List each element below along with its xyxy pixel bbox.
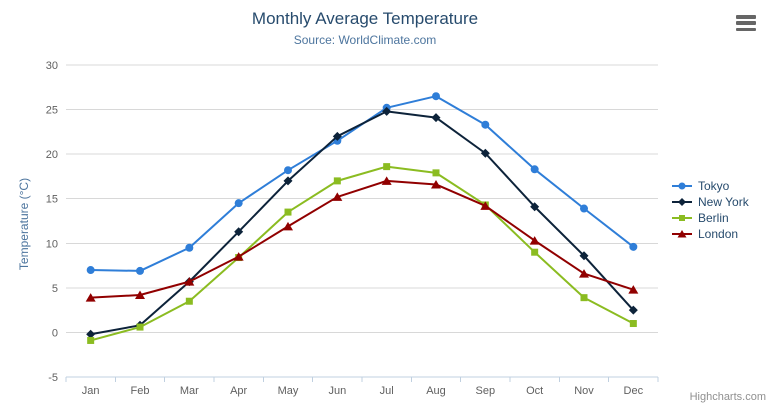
data-point-london-jun[interactable] <box>332 192 343 201</box>
chart-title: Monthly Average Temperature <box>251 9 479 28</box>
legend-square-icon <box>672 215 692 221</box>
legend-circle-icon <box>672 182 692 190</box>
x-axis-label: Nov <box>574 385 594 397</box>
data-point-london-oct[interactable] <box>529 236 540 245</box>
data-point-new-york-jul[interactable] <box>382 106 392 116</box>
legend-diamond-icon <box>672 198 692 206</box>
y-axis-label: 30 <box>46 60 58 72</box>
data-point-new-york-aug[interactable] <box>431 113 441 123</box>
data-point-berlin-may[interactable] <box>284 208 292 216</box>
x-axis-label: Jun <box>328 385 346 397</box>
data-point-tokyo-apr[interactable] <box>234 199 243 208</box>
data-point-london-nov[interactable] <box>579 269 589 278</box>
data-point-london-mar[interactable] <box>184 277 195 286</box>
series-line-new-york <box>89 110 635 336</box>
data-point-tokyo-sep[interactable] <box>481 120 490 129</box>
data-point-new-york-may[interactable] <box>283 176 293 186</box>
y-axis-label: 10 <box>46 238 58 250</box>
legend: Tokyo New York Berlin London <box>671 178 749 242</box>
data-point-london-sep[interactable] <box>480 201 491 210</box>
data-point-berlin-jul[interactable] <box>383 163 391 171</box>
data-point-berlin-aug[interactable] <box>432 169 440 177</box>
legend-triangle-icon <box>672 230 692 238</box>
data-point-tokyo-mar[interactable] <box>185 243 194 252</box>
legend-label: Tokyo <box>698 179 730 193</box>
y-axis-title: Temperature (°C) <box>17 177 31 271</box>
data-point-berlin-oct[interactable] <box>531 248 539 256</box>
y-axis-label: -5 <box>48 372 58 384</box>
data-point-tokyo-may[interactable] <box>284 166 292 175</box>
x-axis-label: Sep <box>476 385 496 397</box>
legend-item-berlin[interactable]: Berlin <box>671 210 749 226</box>
data-point-new-york-oct[interactable] <box>530 202 540 212</box>
x-axis-label: Oct <box>526 385 543 397</box>
data-point-tokyo-nov[interactable] <box>580 204 588 213</box>
legend-item-tokyo[interactable]: Tokyo <box>671 178 749 194</box>
y-axis-label: 20 <box>46 149 58 161</box>
data-point-berlin-dec[interactable] <box>629 320 637 328</box>
export-menu-button[interactable] <box>736 15 756 31</box>
hamburger-icon <box>736 27 756 31</box>
data-point-london-feb[interactable] <box>135 290 145 299</box>
legend-item-new-york[interactable]: New York <box>671 194 749 210</box>
highcharts-credit-link[interactable]: Highcharts.com <box>689 391 766 403</box>
hamburger-icon <box>736 15 756 19</box>
data-point-new-york-apr[interactable] <box>234 227 244 237</box>
data-point-new-york-sep[interactable] <box>480 148 490 158</box>
data-point-london-jan[interactable] <box>85 293 96 302</box>
y-axis-label: 25 <box>46 105 58 117</box>
legend-label: Berlin <box>698 211 729 225</box>
data-point-berlin-feb[interactable] <box>136 323 144 331</box>
x-axis-label: Mar <box>180 385 199 397</box>
y-axis-label: 5 <box>52 283 58 295</box>
data-point-berlin-jun[interactable] <box>333 177 341 185</box>
data-point-tokyo-feb[interactable] <box>136 266 144 275</box>
y-axis-label: 0 <box>52 327 58 339</box>
x-axis-label: Jan <box>82 385 100 397</box>
data-point-tokyo-aug[interactable] <box>432 92 440 101</box>
data-point-berlin-mar[interactable] <box>185 297 193 305</box>
series-line-tokyo <box>89 95 635 272</box>
x-axis-label: Feb <box>131 385 150 397</box>
data-point-tokyo-dec[interactable] <box>629 242 638 251</box>
x-axis-label: Dec <box>624 385 644 397</box>
data-point-berlin-nov[interactable] <box>580 294 588 302</box>
legend-label: London <box>698 227 739 241</box>
x-axis-label: May <box>278 385 299 397</box>
series-line-london <box>89 179 635 299</box>
data-point-london-dec[interactable] <box>628 285 639 294</box>
legend-label: New York <box>698 195 749 209</box>
data-point-new-york-dec[interactable] <box>628 305 638 315</box>
x-axis-label: Apr <box>230 385 247 397</box>
data-point-new-york-jun[interactable] <box>332 131 342 141</box>
series-line-berlin <box>89 165 635 342</box>
data-point-london-may[interactable] <box>283 221 293 231</box>
data-point-new-york-jan[interactable] <box>86 329 96 339</box>
x-axis-label: Jul <box>380 385 394 397</box>
chart-subtitle: Source: WorldClimate.com <box>293 33 437 47</box>
data-point-tokyo-oct[interactable] <box>530 165 539 174</box>
data-point-tokyo-jan[interactable] <box>86 266 95 275</box>
data-point-new-york-nov[interactable] <box>579 251 589 261</box>
hamburger-icon <box>736 21 756 25</box>
y-axis-label: 15 <box>46 194 58 206</box>
data-point-london-aug[interactable] <box>431 179 441 189</box>
data-point-london-apr[interactable] <box>233 252 244 261</box>
data-point-berlin-jan[interactable] <box>87 336 95 344</box>
legend-item-london[interactable]: London <box>671 226 749 242</box>
data-point-london-jul[interactable] <box>381 176 392 185</box>
x-axis-label: Aug <box>426 385 446 397</box>
